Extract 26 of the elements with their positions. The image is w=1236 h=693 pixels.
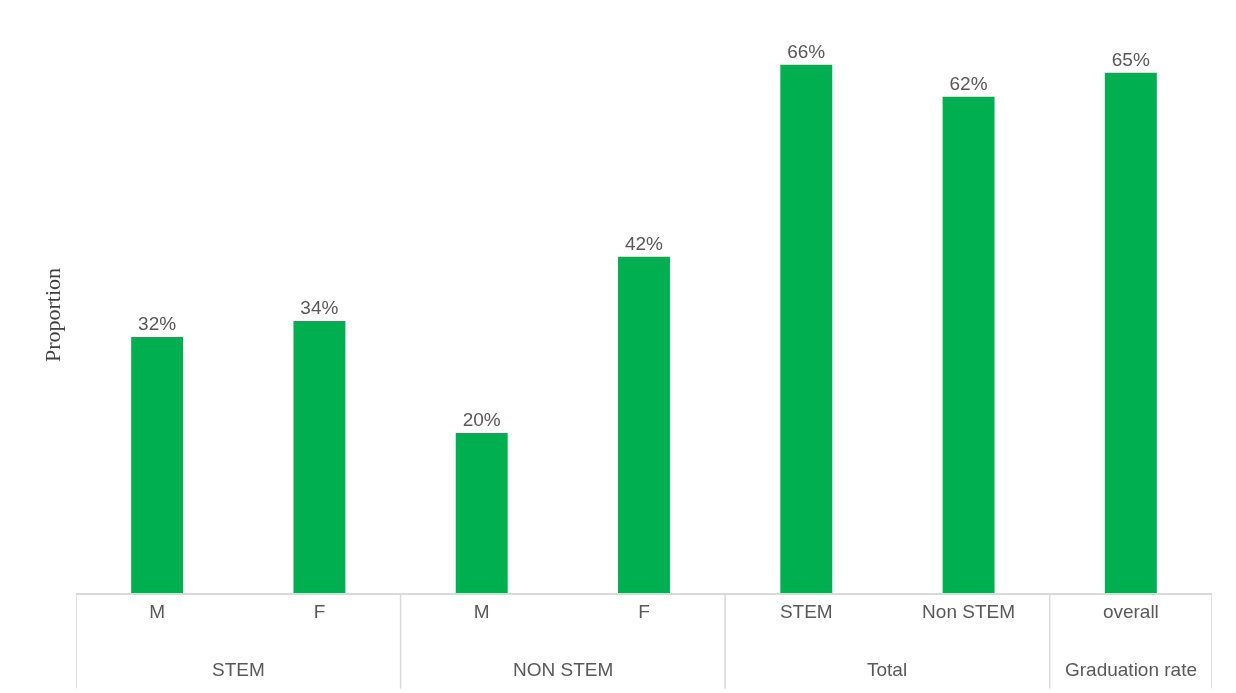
bar	[293, 320, 346, 593]
x-tick-label: STEM	[779, 600, 833, 622]
data-label: 42%	[624, 232, 664, 254]
bar	[1104, 72, 1157, 593]
bar	[455, 432, 508, 593]
data-label: 65%	[1111, 48, 1150, 70]
bar	[618, 256, 670, 593]
bar	[780, 64, 833, 593]
data-label: 20%	[462, 408, 501, 430]
bar	[131, 336, 184, 593]
x-tick-label: F	[313, 600, 326, 622]
x-tick-label: Non STEM	[922, 600, 1016, 622]
data-label: 66%	[787, 40, 826, 62]
x-tick-label: M	[149, 600, 166, 622]
data-label: 32%	[138, 312, 177, 334]
text: STEM	[212, 659, 265, 680]
text: Total	[867, 659, 908, 680]
text: NON STEM	[513, 659, 614, 680]
y-axis-title: Proportion	[39, 267, 65, 363]
x-tick-label: overall	[1102, 600, 1159, 622]
bar	[942, 96, 995, 593]
data-label: 62%	[949, 72, 988, 94]
x-tick-label: M	[473, 600, 490, 622]
x-tick-label: F	[638, 600, 650, 622]
text: Graduation rate	[1065, 659, 1198, 680]
data-label: 34%	[300, 296, 339, 318]
